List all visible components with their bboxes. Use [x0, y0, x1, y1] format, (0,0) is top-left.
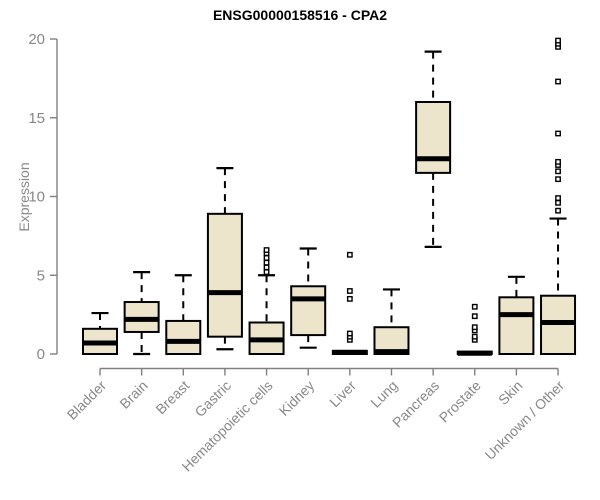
- box-rect: [415, 101, 452, 174]
- outlier-point: [346, 330, 353, 337]
- outlier-point: [555, 130, 561, 137]
- outlier-point: [346, 251, 353, 258]
- outlier-point: [555, 37, 561, 44]
- outlier-point: [263, 259, 270, 266]
- outlier-point: [471, 303, 478, 310]
- x-tick-label: Liver: [326, 377, 359, 410]
- outlier-point: [263, 269, 270, 275]
- box-rect: [498, 296, 535, 355]
- outlier-point: [346, 295, 353, 302]
- outlier-point: [263, 247, 270, 253]
- y-tick-label: 20: [28, 31, 45, 48]
- outlier-point: [555, 168, 561, 175]
- chart-title: ENSG00000158516 - CPA2: [212, 7, 388, 23]
- y-tick-label: 10: [28, 189, 45, 206]
- y-tick-label: 15: [28, 110, 45, 127]
- outlier-point: [263, 264, 270, 271]
- outlier-point: [555, 158, 561, 165]
- outlier-point: [555, 199, 561, 206]
- box-rect: [290, 285, 327, 337]
- x-tick-label: Breast: [152, 377, 192, 417]
- outlier-point: [555, 207, 561, 214]
- outlier-point: [471, 333, 478, 340]
- outlier-point: [263, 255, 270, 261]
- x-tick-label: Prostate: [436, 377, 484, 425]
- outlier-point: [471, 313, 478, 320]
- y-axis-title: Expression: [16, 162, 32, 232]
- y-tick-label: 5: [37, 267, 45, 284]
- x-tick-label: Brain: [116, 377, 150, 411]
- outlier-point: [346, 288, 353, 294]
- y-tick-label: 0: [37, 346, 45, 363]
- x-tick-label: Unknown / Other: [482, 377, 568, 463]
- outlier-point: [555, 176, 561, 183]
- outlier-point: [555, 78, 561, 85]
- outlier-point: [555, 195, 561, 201]
- box-rect: [165, 319, 202, 355]
- x-tick-label: Lung: [367, 377, 400, 410]
- x-tick-label: Skin: [495, 377, 526, 408]
- outlier-point: [471, 324, 478, 331]
- x-tick-label: Bladder: [64, 377, 110, 423]
- x-tick-label: Kidney: [276, 377, 318, 419]
- box-rect: [206, 212, 243, 338]
